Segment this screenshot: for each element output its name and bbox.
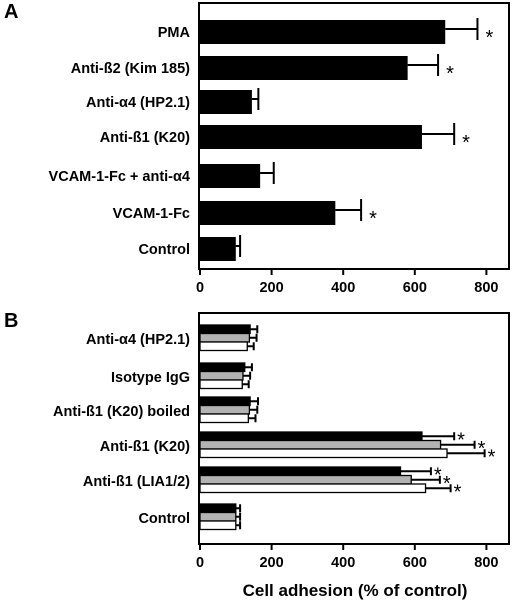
panel-a: A PMA * Anti-ß2 (Kim 185) * Anti-α4 (HP2.1) A… <box>4 1 510 296</box>
panel-b-bar-series-3 <box>199 483 427 494</box>
panel-a-significance-star: * <box>369 208 377 230</box>
panel-b-significance-star: * <box>454 481 462 503</box>
panel-a-bar <box>200 201 336 225</box>
panel-a-category-label: Anti-ß2 (Kim 185) <box>71 61 190 77</box>
panel-b-bar-series-1 <box>199 396 251 407</box>
panel-a-category-label: Anti-α4 (HP2.1) <box>86 95 190 111</box>
panel-b-x-tick-label-2: 400 <box>331 555 355 571</box>
panel-b-bar-series-1 <box>199 324 251 335</box>
panel-b-category-label: Anti-ß1 (K20) <box>100 439 190 455</box>
panel-b-category-label: Anti-α4 (HP2.1) <box>86 332 190 348</box>
panel-b-bar-series-2 <box>199 511 237 522</box>
panel-a-x-tick-label-0: 0 <box>196 280 204 296</box>
panel-b-x-tick-label-4: 800 <box>474 555 498 571</box>
panel-a-significance-star: * <box>485 27 493 49</box>
panel-a-label: A <box>4 1 18 23</box>
panel-b-significance-star: * <box>434 464 442 486</box>
panel-b-x-tick-label-3: 600 <box>403 555 427 571</box>
panel-b-significance-star: * <box>488 446 496 468</box>
panel-a-frame <box>198 2 510 270</box>
panel-b-bar-series-3 <box>199 379 243 390</box>
panel-a-x-tick-label-1: 200 <box>259 280 283 296</box>
panel-b: B Anti-α4 (HP2.1) Isotype IgG Anti-ß1 (K20… <box>4 310 510 571</box>
panel-b-frame <box>198 312 510 545</box>
panel-a-bar <box>200 125 422 149</box>
panel-b-bar-series-3 <box>199 448 448 459</box>
panel-b-bar-series-1 <box>199 466 402 477</box>
panel-a-category-label: Control <box>138 242 190 258</box>
panel-b-bar-series-3 <box>199 520 237 531</box>
panel-b-bar-series-2 <box>199 474 412 485</box>
panel-b-bar-series-2 <box>199 370 244 381</box>
panel-a-category-label: VCAM-1-Fc <box>113 206 190 222</box>
panel-b-bar-series-1 <box>199 503 237 514</box>
panel-a-category-label: VCAM-1-Fc + anti-α4 <box>49 169 190 185</box>
panel-b-bar-series-2 <box>199 332 251 343</box>
panel-b-bar-series-1 <box>199 362 246 373</box>
panel-a-category-label: Anti-ß1 (K20) <box>100 130 190 146</box>
panel-b-significance-star: * <box>457 429 465 451</box>
panel-b-x-tick-label-0: 0 <box>196 555 204 571</box>
panel-a-x-tick-label-2: 400 <box>331 280 355 296</box>
panel-b-marks: Anti-α4 (HP2.1) Isotype IgG Anti-ß1 (K20) … <box>53 324 499 571</box>
panel-a-x-tick-label-3: 600 <box>403 280 427 296</box>
panel-a-x-tick-label-4: 800 <box>474 280 498 296</box>
panel-a-bar <box>200 90 252 114</box>
panel-b-x-tick-label-1: 200 <box>259 555 283 571</box>
x-axis-label: Cell adhesion (% of control) <box>243 581 468 600</box>
panel-b-bar-series-2 <box>199 439 442 450</box>
panel-b-significance-star: * <box>443 473 451 495</box>
panel-a-bar <box>200 56 408 80</box>
panel-a-bar <box>200 164 261 188</box>
panel-b-bar-series-2 <box>199 404 251 415</box>
panel-a-significance-star: * <box>446 63 454 85</box>
panel-b-category-label: Anti-ß1 (LIA1/2) <box>83 474 190 490</box>
panel-b-significance-star: * <box>478 438 486 460</box>
panel-b-category-label: Anti-ß1 (K20) boiled <box>53 404 190 420</box>
panel-b-bar-series-1 <box>199 431 423 442</box>
panel-a-marks: PMA * Anti-ß2 (Kim 185) * Anti-α4 (HP2.1) Ant… <box>49 18 499 296</box>
panel-b-bar-series-3 <box>199 413 249 424</box>
panel-a-significance-star: * <box>462 132 470 154</box>
panel-a-bar <box>200 20 446 44</box>
panel-b-bar-series-3 <box>199 341 248 352</box>
panel-b-label: B <box>4 310 18 332</box>
panel-a-category-label: PMA <box>158 25 191 41</box>
panel-b-category-label: Control <box>138 511 190 527</box>
panel-a-bar <box>200 237 236 261</box>
panel-b-category-label: Isotype IgG <box>111 370 190 386</box>
